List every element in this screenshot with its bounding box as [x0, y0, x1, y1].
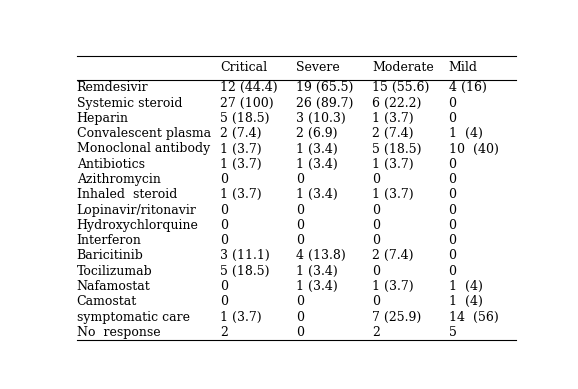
Text: 10  (40): 10 (40) — [449, 142, 498, 156]
Text: No  response: No response — [77, 326, 160, 339]
Text: 0: 0 — [297, 203, 304, 217]
Text: 0: 0 — [220, 203, 228, 217]
Text: Nafamostat: Nafamostat — [77, 280, 150, 293]
Text: Systemic steroid: Systemic steroid — [77, 96, 182, 110]
Text: 1 (3.7): 1 (3.7) — [372, 188, 414, 201]
Text: 0: 0 — [372, 173, 380, 186]
Text: 0: 0 — [297, 310, 304, 324]
Text: 2 (6.9): 2 (6.9) — [297, 127, 338, 140]
Text: Antibiotics: Antibiotics — [77, 158, 144, 171]
Text: 1 (3.7): 1 (3.7) — [372, 112, 414, 125]
Text: Interferon: Interferon — [77, 234, 142, 247]
Text: 27 (100): 27 (100) — [220, 96, 274, 110]
Text: 1  (4): 1 (4) — [449, 127, 483, 140]
Text: 0: 0 — [449, 112, 457, 125]
Text: Hydroxychlorquine: Hydroxychlorquine — [77, 219, 199, 232]
Text: 0: 0 — [449, 158, 457, 171]
Text: Mild: Mild — [449, 61, 477, 74]
Text: Tocilizumab: Tocilizumab — [77, 265, 153, 278]
Text: Monoclonal antibody: Monoclonal antibody — [77, 142, 210, 156]
Text: 0: 0 — [297, 234, 304, 247]
Text: 0: 0 — [449, 219, 457, 232]
Text: 5: 5 — [449, 326, 457, 339]
Text: 1 (3.4): 1 (3.4) — [297, 280, 338, 293]
Text: 0: 0 — [297, 219, 304, 232]
Text: symptomatic care: symptomatic care — [77, 310, 190, 324]
Text: 0: 0 — [297, 295, 304, 308]
Text: 0: 0 — [449, 173, 457, 186]
Text: 0: 0 — [449, 188, 457, 201]
Text: 1 (3.4): 1 (3.4) — [297, 265, 338, 278]
Text: 7 (25.9): 7 (25.9) — [372, 310, 421, 324]
Text: Baricitinib: Baricitinib — [77, 249, 143, 263]
Text: 0: 0 — [449, 96, 457, 110]
Text: 4 (13.8): 4 (13.8) — [297, 249, 346, 263]
Text: 3 (11.1): 3 (11.1) — [220, 249, 270, 263]
Text: Remdesivir: Remdesivir — [77, 81, 149, 95]
Text: 0: 0 — [449, 265, 457, 278]
Text: Severe: Severe — [297, 61, 340, 74]
Text: 15 (55.6): 15 (55.6) — [372, 81, 430, 95]
Text: 0: 0 — [372, 203, 380, 217]
Text: Camostat: Camostat — [77, 295, 137, 308]
Text: Heparin: Heparin — [77, 112, 129, 125]
Text: 3 (10.3): 3 (10.3) — [297, 112, 346, 125]
Text: 5 (18.5): 5 (18.5) — [220, 265, 269, 278]
Text: Moderate: Moderate — [372, 61, 434, 74]
Text: 19 (65.5): 19 (65.5) — [297, 81, 354, 95]
Text: 0: 0 — [220, 219, 228, 232]
Text: 0: 0 — [372, 234, 380, 247]
Text: Inhaled  steroid: Inhaled steroid — [77, 188, 177, 201]
Text: 2 (7.4): 2 (7.4) — [372, 127, 414, 140]
Text: 0: 0 — [297, 326, 304, 339]
Text: 0: 0 — [449, 249, 457, 263]
Text: 14  (56): 14 (56) — [449, 310, 498, 324]
Text: 0: 0 — [372, 295, 380, 308]
Text: 1 (3.4): 1 (3.4) — [297, 158, 338, 171]
Text: 2: 2 — [372, 326, 380, 339]
Text: 1 (3.7): 1 (3.7) — [220, 310, 262, 324]
Text: 2 (7.4): 2 (7.4) — [372, 249, 414, 263]
Text: 0: 0 — [449, 234, 457, 247]
Text: 26 (89.7): 26 (89.7) — [297, 96, 354, 110]
Text: 0: 0 — [220, 295, 228, 308]
Text: 1 (3.7): 1 (3.7) — [372, 158, 414, 171]
Text: 5 (18.5): 5 (18.5) — [220, 112, 269, 125]
Text: 0: 0 — [220, 280, 228, 293]
Text: Lopinavir/ritonavir: Lopinavir/ritonavir — [77, 203, 197, 217]
Text: 0: 0 — [297, 173, 304, 186]
Text: 6 (22.2): 6 (22.2) — [372, 96, 422, 110]
Text: 0: 0 — [372, 219, 380, 232]
Text: 12 (44.4): 12 (44.4) — [220, 81, 277, 95]
Text: 0: 0 — [449, 203, 457, 217]
Text: 1  (4): 1 (4) — [449, 280, 483, 293]
Text: 1 (3.7): 1 (3.7) — [220, 158, 262, 171]
Text: 1 (3.7): 1 (3.7) — [220, 188, 262, 201]
Text: 2 (7.4): 2 (7.4) — [220, 127, 262, 140]
Text: Azithromycin: Azithromycin — [77, 173, 161, 186]
Text: Convalescent plasma: Convalescent plasma — [77, 127, 211, 140]
Text: 1  (4): 1 (4) — [449, 295, 483, 308]
Text: 1 (3.7): 1 (3.7) — [220, 142, 262, 156]
Text: 1 (3.7): 1 (3.7) — [372, 280, 414, 293]
Text: 1 (3.4): 1 (3.4) — [297, 142, 338, 156]
Text: 2: 2 — [220, 326, 228, 339]
Text: Critical: Critical — [220, 61, 267, 74]
Text: 5 (18.5): 5 (18.5) — [372, 142, 422, 156]
Text: 0: 0 — [220, 234, 228, 247]
Text: 1 (3.4): 1 (3.4) — [297, 188, 338, 201]
Text: 0: 0 — [220, 173, 228, 186]
Text: 4 (16): 4 (16) — [449, 81, 487, 95]
Text: 0: 0 — [372, 265, 380, 278]
